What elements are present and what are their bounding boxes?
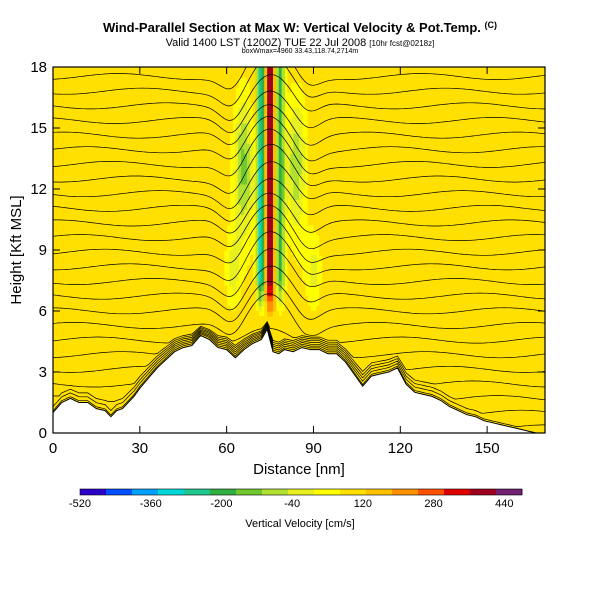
isentrope-line <box>53 67 545 107</box>
isentrope-line <box>53 178 545 222</box>
isentrope-line <box>53 321 545 359</box>
terrain-mask <box>53 327 545 433</box>
colorbar-swatch <box>288 489 315 495</box>
y-axis-label: Height [Kft MSL] <box>8 195 25 304</box>
x-tick-label: 150 <box>475 440 500 457</box>
isentrope-line <box>53 192 545 234</box>
isentrope-line <box>53 324 545 402</box>
x-axis-label: Distance [nm] <box>253 461 345 478</box>
colorbar-swatch <box>340 489 367 495</box>
colorbar: -520 -360 -200 -40 120 280 440 <box>69 488 523 510</box>
isentrope-line <box>53 321 545 344</box>
isentrope-line <box>53 74 545 121</box>
isentrope-contours <box>53 67 545 427</box>
x-tick-label: 90 <box>305 440 322 457</box>
colorbar-tick-label: -360 <box>140 498 162 510</box>
isentrope-line <box>53 322 545 373</box>
y-tick-label: 3 <box>39 364 47 381</box>
isentrope-line <box>53 293 545 336</box>
y-tick-label: 15 <box>30 120 47 137</box>
x-tick-label: 30 <box>131 440 148 457</box>
colorbar-swatch <box>106 489 133 495</box>
colorbar-tick-label: -200 <box>210 498 232 510</box>
isentrope-line <box>53 326 545 427</box>
isentrope-line <box>53 265 545 311</box>
x-tick-label: 0 <box>49 440 57 457</box>
colorbar-swatch <box>496 489 523 495</box>
colorbar-tick-label: 120 <box>354 498 372 510</box>
isentrope-line <box>53 143 545 194</box>
x-tick-label: 120 <box>388 440 413 457</box>
colorbar-swatch <box>80 489 107 495</box>
colorbar-swatch <box>366 489 393 495</box>
chart-title: Wind-Parallel Section at Max W: Vertical… <box>102 20 498 35</box>
isentrope-line <box>53 90 545 134</box>
isentrope-line <box>53 161 545 210</box>
colorbar-swatch <box>236 489 263 495</box>
y-tick-label: 12 <box>30 181 47 198</box>
chart-subtitle: Valid 1400 LST (1200Z) TUE 22 Jul 2008 [… <box>165 37 435 49</box>
isentrope-line <box>53 248 545 297</box>
colorbar-swatch <box>444 489 471 495</box>
y-tick-label: 18 <box>30 59 47 76</box>
isentrope-line <box>53 116 545 162</box>
isentrope-line <box>53 128 545 177</box>
y-tick-label: 9 <box>39 242 47 259</box>
colorbar-swatch <box>470 489 497 495</box>
velocity-field <box>53 67 545 433</box>
isentrope-line <box>53 325 545 414</box>
colorbar-label: Vertical Velocity [cm/s] <box>245 518 354 530</box>
colorbar-swatch <box>262 489 289 495</box>
x-tick-label: 60 <box>218 440 235 457</box>
y-tick-label: 6 <box>39 303 47 320</box>
colorbar-swatch <box>210 489 237 495</box>
colorbar-frame <box>79 488 523 496</box>
colorbar-swatch <box>314 489 341 495</box>
isentrope-line <box>53 280 545 323</box>
colorbar-tick-label: -520 <box>69 498 91 510</box>
isentrope-line <box>53 216 545 264</box>
colorbar-swatch <box>158 489 185 495</box>
colorbar-swatch <box>392 489 419 495</box>
colorbar-swatch <box>184 489 211 495</box>
colorbar-swatch <box>418 489 445 495</box>
chart-subtitle-detail: boxWmax=4960 33.43,118.74,2714m <box>241 48 359 55</box>
isentrope-line <box>53 323 545 388</box>
colorbar-tick-label: -40 <box>284 498 300 510</box>
y-tick-label: 0 <box>39 425 47 442</box>
colorbar-swatch <box>132 489 159 495</box>
isentrope-line <box>53 104 545 146</box>
isentrope-line <box>53 67 545 90</box>
isentrope-line <box>53 204 545 250</box>
colorbar-tick-label: 440 <box>495 498 513 510</box>
isentrope-line <box>53 231 545 281</box>
colorbar-tick-label: 280 <box>424 498 442 510</box>
